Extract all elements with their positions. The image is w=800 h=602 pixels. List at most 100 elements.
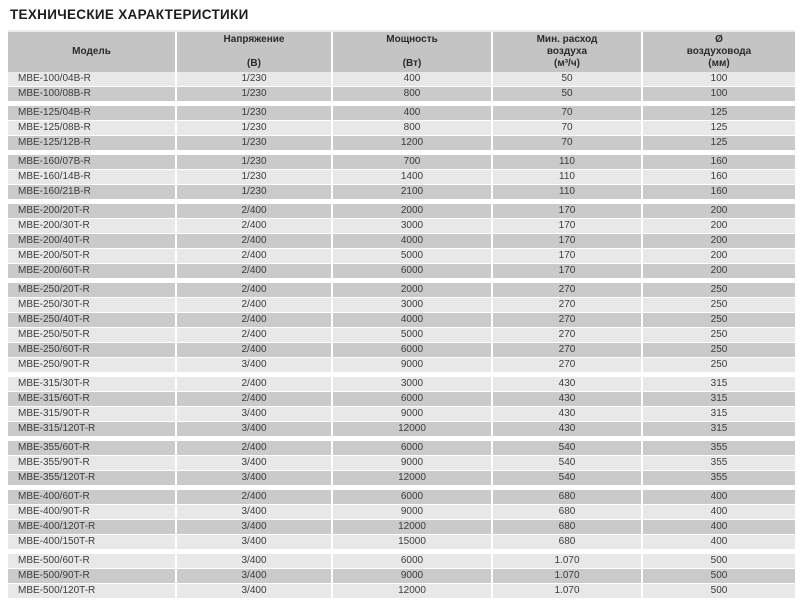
value-cell: 12000 [333,471,493,485]
value-cell: 500 [710,555,728,566]
value-cell: 3/400 [177,358,333,372]
value-cell: 315 [710,423,728,434]
table-row: MBE-160/14B-R 1/230 1400 110 160 [8,170,795,184]
value-cell: 70 [493,106,643,120]
table-row: MBE-250/50T-R 2/400 5000 270 250 [8,328,795,342]
value-cell: 315 [710,408,728,419]
value-cell: 355 [710,472,728,483]
value-cell: 1.070 [493,569,643,583]
value-cell: 1.070 [493,554,643,568]
value-cell: 110 [493,185,643,199]
column-header-line: (м³/ч) [554,58,580,69]
value-cell: 6000 [333,264,493,278]
model-cell: MBE-500/60T-R [8,554,177,568]
value-cell: 3000 [333,219,493,233]
value-cell: 125 [710,107,728,118]
value-cell: 315 [710,393,728,404]
model-cell: MBE-400/90T-R [8,505,177,519]
table-row: MBE-250/30T-R 2/400 3000 270 250 [8,298,795,312]
column-header-airflow: Мин. расход воздуха (м³/ч) [493,32,643,72]
table-row: MBE-500/60T-R 3/400 6000 1.070 500 [8,554,795,568]
column-header-voltage: Напряжение (В) [177,32,333,72]
model-cell: MBE-200/30T-R [8,219,177,233]
value-cell: 270 [493,358,643,372]
value-cell: 1/230 [177,155,333,169]
model-cell: MBE-355/60T-R [8,441,177,455]
value-cell: 12000 [333,584,493,598]
value-cell: 3/400 [177,422,333,436]
value-cell: 1.070 [493,584,643,598]
value-cell: 1/230 [177,121,333,135]
value-cell: 270 [493,283,643,297]
value-cell: 200 [710,220,728,231]
value-cell: 6000 [333,554,493,568]
value-cell: 270 [493,343,643,357]
model-cell: MBE-200/60T-R [8,264,177,278]
model-cell: MBE-250/90T-R [8,358,177,372]
model-cell: MBE-355/90T-R [8,456,177,470]
table-row: MBE-200/50T-R 2/400 5000 170 200 [8,249,795,263]
model-cell: MBE-160/21B-R [8,185,177,199]
column-header-line: Ø [715,34,723,45]
value-cell: 3/400 [177,569,333,583]
value-cell: 2/400 [177,377,333,391]
value-cell: 5000 [333,328,493,342]
value-cell: 800 [333,121,493,135]
value-cell: 200 [710,205,728,216]
value-cell: 2/400 [177,249,333,263]
value-cell: 170 [493,264,643,278]
value-cell: 3/400 [177,520,333,534]
model-cell: MBE-315/120T-R [8,422,177,436]
column-header-line: (мм) [708,58,730,69]
value-cell: 9000 [333,407,493,421]
value-cell: 400 [333,106,493,120]
value-cell: 680 [493,505,643,519]
value-cell: 110 [493,170,643,184]
value-cell: 400 [710,521,728,532]
value-cell: 500 [710,585,728,596]
table-row: MBE-200/40T-R 2/400 4000 170 200 [8,234,795,248]
value-cell: 315 [710,378,728,389]
model-cell: MBE-400/60T-R [8,490,177,504]
model-cell: MBE-400/120T-R [8,520,177,534]
table-row: MBE-500/120T-R 3/400 12000 1.070 500 [8,584,795,598]
value-cell: 9000 [333,358,493,372]
model-cell: MBE-160/14B-R [8,170,177,184]
value-cell: 160 [710,186,728,197]
model-cell: MBE-200/20T-R [8,204,177,218]
value-cell: 2/400 [177,313,333,327]
model-cell: MBE-315/30T-R [8,377,177,391]
table-row: MBE-315/60T-R 2/400 6000 430 315 [8,392,795,406]
column-header-duct-diameter: Ø воздуховода (мм) [643,32,795,72]
value-cell: 15000 [333,535,493,549]
value-cell: 3/400 [177,535,333,549]
value-cell: 6000 [333,343,493,357]
value-cell: 110 [493,155,643,169]
value-cell: 4000 [333,313,493,327]
column-header-line: (В) [247,58,261,69]
value-cell: 1/230 [177,106,333,120]
value-cell: 2/400 [177,234,333,248]
value-cell: 250 [710,314,728,325]
column-header-line: Мин. расход [536,34,598,45]
model-cell: MBE-160/07B-R [8,155,177,169]
model-cell: MBE-100/04B-R [8,72,177,86]
value-cell: 540 [493,441,643,455]
value-cell: 430 [493,377,643,391]
value-cell: 125 [710,137,728,148]
value-cell: 9000 [333,456,493,470]
model-cell: MBE-250/20T-R [8,283,177,297]
value-cell: 250 [710,329,728,340]
value-cell: 3000 [333,377,493,391]
value-cell: 2/400 [177,328,333,342]
value-cell: 3/400 [177,456,333,470]
value-cell: 2/400 [177,219,333,233]
table-row: MBE-160/21B-R 1/230 2100 110 160 [8,185,795,199]
value-cell: 540 [493,456,643,470]
value-cell: 2/400 [177,283,333,297]
value-cell: 250 [710,299,728,310]
table-body: MBE-100/04B-R 1/230 400 50 100 MBE-100/08B-R 1… [8,72,795,598]
value-cell: 800 [333,87,493,101]
table-row: MBE-125/08B-R 1/230 800 70 125 [8,121,795,135]
value-cell: 170 [493,249,643,263]
